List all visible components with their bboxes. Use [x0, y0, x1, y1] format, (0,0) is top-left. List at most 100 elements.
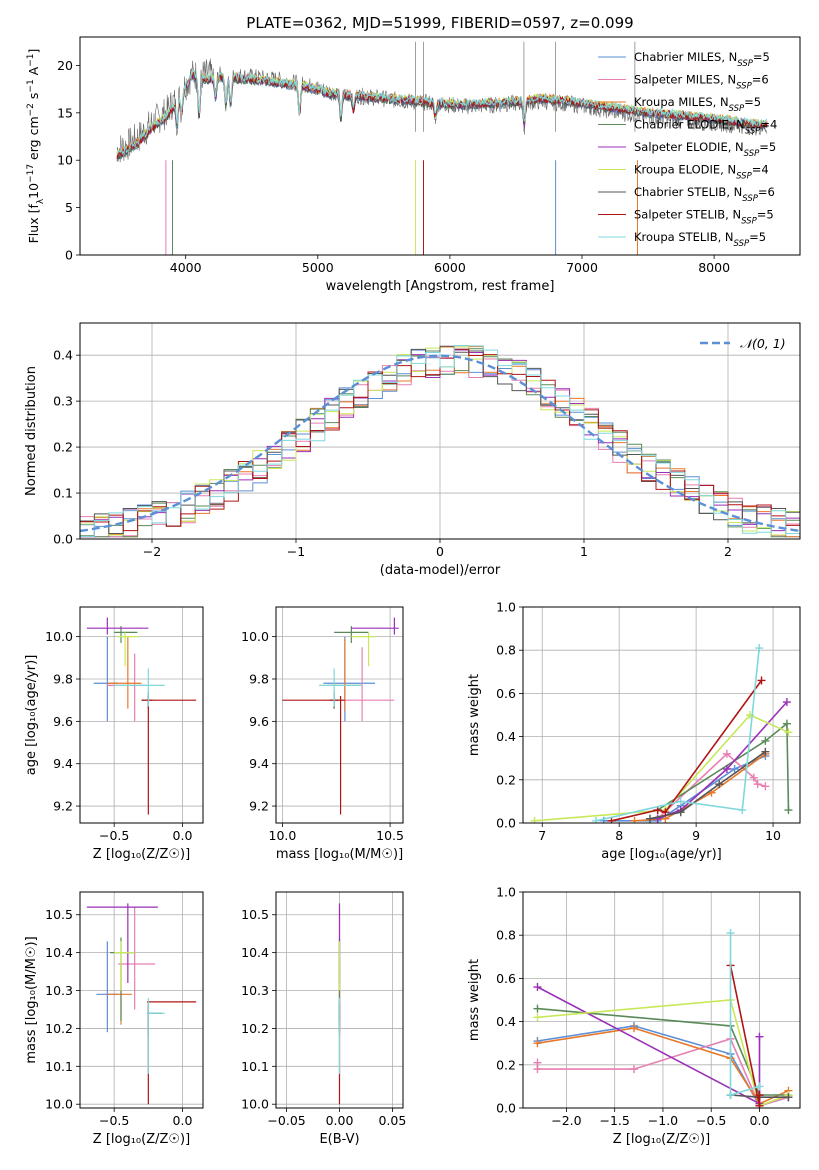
mass-weight-marker [761, 782, 770, 791]
mass-weight-marker [755, 1091, 764, 1100]
legend-label-suffix: =5 [749, 230, 766, 244]
z-mass-plot-area [86, 903, 197, 1105]
y-axis-label-part: λ [36, 198, 46, 204]
z-age-axes: −0.5 0.0 9.2 9.4 9.6 9.8 10.0 Z [log₁₀(Z/Z☉)] ag… [24, 606, 204, 862]
legend-label: Kroupa ELODIE, NSSP=4 [634, 163, 769, 182]
legend-label-sub: SSP [741, 217, 757, 227]
y-tick-label: 0.4 [496, 729, 516, 744]
x-tick-label: 7000 [566, 260, 598, 275]
legend-label: Salpeter STELIB, NSSP=5 [634, 208, 774, 227]
y-axis-label-part: Flux [f [26, 204, 41, 244]
y-tick-label: 9.6 [53, 714, 73, 729]
y-tick-label: 10.1 [241, 1059, 269, 1074]
legend-label: Chabrier STELIB, NSSP=6 [634, 185, 775, 204]
mass-weight-marker [715, 780, 724, 789]
x-tick-label: −1.5 [600, 1113, 630, 1128]
mass-weight-marker [761, 736, 770, 745]
x-tick-label: 0.00 [326, 1113, 354, 1128]
x-tick-label: 0 [436, 544, 444, 559]
axes-frame [522, 891, 801, 1109]
legend-label: Chabrier ELODIE, NSSP=4 [634, 118, 777, 137]
mass-weight-marker [761, 747, 770, 756]
y-tick-label: 9.8 [53, 672, 73, 687]
mass-weight-marker [533, 1013, 542, 1022]
legend-label-suffix: =5 [744, 95, 761, 109]
legend-label-suffix: =6 [758, 185, 775, 199]
x-tick-label: −0.5 [99, 828, 129, 843]
x-tick-label: −2.0 [551, 1113, 581, 1128]
legend-label-suffix: =6 [752, 73, 769, 87]
y-tick-label: 9.4 [53, 756, 73, 771]
mass-weight-line [657, 721, 790, 811]
mass-weight-marker [755, 644, 764, 653]
y-tick-label: 15 [57, 105, 73, 120]
x-tick-label: 8000 [698, 260, 730, 275]
legend-label-suffix: =4 [752, 163, 769, 177]
model-spectrum-line [116, 69, 768, 156]
legend-label-sub: SSP [734, 239, 750, 249]
legend-label-sub: SSP [729, 104, 745, 114]
mass-weight-line [534, 714, 789, 822]
y-tick-label: 10.2 [241, 1021, 269, 1036]
x-tick-label: −1.0 [648, 1113, 678, 1128]
legend-label-text: Chabrier ELODIE, N [634, 118, 745, 132]
mass-weight-marker [533, 1004, 542, 1013]
legend-label: 𝒩(0, 1) [740, 336, 786, 351]
x-tick-label: −2 [143, 544, 161, 559]
legend-label-text: Chabrier MILES, N [634, 50, 737, 64]
age-massweight-axes: 7 8 9 10 0.0 0.2 0.4 0.6 0.8 1.0 age [log₁₀(age/yr… [467, 600, 801, 862]
y-tick-label: 10.5 [241, 907, 269, 922]
z-massweight-axes: −2.0 −1.5 −1.0 −0.5 0.0 0.0 0.2 0.4 0.6 0.8 1.0 Z [… [467, 885, 801, 1147]
mass-weight-marker [738, 806, 747, 815]
y-axis-label: mass weight [467, 674, 482, 756]
y-tick-label: 0.0 [496, 816, 516, 831]
y-tick-label: 10.4 [45, 945, 73, 960]
mass-weight-marker [726, 929, 735, 938]
y-tick-label: 10 [57, 153, 73, 168]
legend-label: Salpeter ELODIE, NSSP=5 [634, 140, 776, 159]
y-axis-label-part: −17 [26, 164, 36, 183]
legend-label-suffix: =5 [757, 208, 774, 222]
y-tick-label: 0.6 [496, 971, 516, 986]
y-axis-label: age [log₁₀(age/yr)] [24, 655, 39, 776]
mass-weight-marker [607, 816, 616, 823]
legend-label-sub: SSP [744, 149, 760, 159]
mass-weight-marker [755, 1032, 764, 1041]
y-tick-label: 0.8 [496, 928, 516, 943]
mass-weight-marker [722, 765, 731, 773]
axes-frame [79, 36, 801, 256]
mass-weight-marker [757, 676, 766, 685]
y-axis-label-part: s [26, 93, 41, 104]
legend-label-text: Kroupa MILES, N [634, 95, 729, 109]
legend-label-sub: SSP [742, 194, 758, 204]
spectrum-plot-area [116, 41, 768, 255]
y-tick-label: 10.5 [45, 907, 73, 922]
legend-label-text: Chabrier STELIB, N [634, 185, 742, 199]
y-tick-label: 0.0 [53, 532, 73, 547]
x-tick-label: 0.0 [750, 1113, 770, 1128]
y-axis-label-part: ] [26, 49, 41, 54]
y-tick-label: 0.8 [496, 643, 516, 658]
y-axis-label: mass [log₁₀(M/M☉)] [24, 936, 39, 1063]
mass-weight-marker [755, 1082, 764, 1091]
mass-weight-line [611, 679, 763, 822]
mass-weight-marker [722, 749, 731, 758]
y-tick-label: 1.0 [496, 885, 516, 900]
y-tick-label: 0.2 [53, 440, 73, 455]
legend-label: Chabrier MILES, NSSP=5 [634, 50, 770, 69]
x-tick-label: 10.5 [376, 828, 404, 843]
mass-weight-line [537, 986, 761, 1106]
x-axis-label: Z [log₁₀(Z/Z☉)] [93, 1132, 190, 1147]
y-axis-label-part: A [26, 66, 41, 79]
y-tick-label: 10.0 [241, 629, 269, 644]
x-tick-label: 0.0 [173, 828, 193, 843]
mass-weight-marker [661, 808, 670, 817]
x-tick-label: −0.5 [696, 1113, 726, 1128]
normal-curve [80, 354, 800, 533]
y-tick-label: 1.0 [496, 600, 516, 615]
y-axis-label: Flux [fλ10−17 erg cm−2 s−1 A−1] [26, 49, 46, 244]
spectrum-axes: Flux [fλ10−17 erg cm−2 s−1 A−1]4000 5000 6… [26, 36, 801, 294]
y-tick-label: 10.0 [241, 1097, 269, 1112]
y-tick-label: 10.1 [45, 1059, 73, 1074]
y-tick-label: 10.0 [45, 629, 73, 644]
